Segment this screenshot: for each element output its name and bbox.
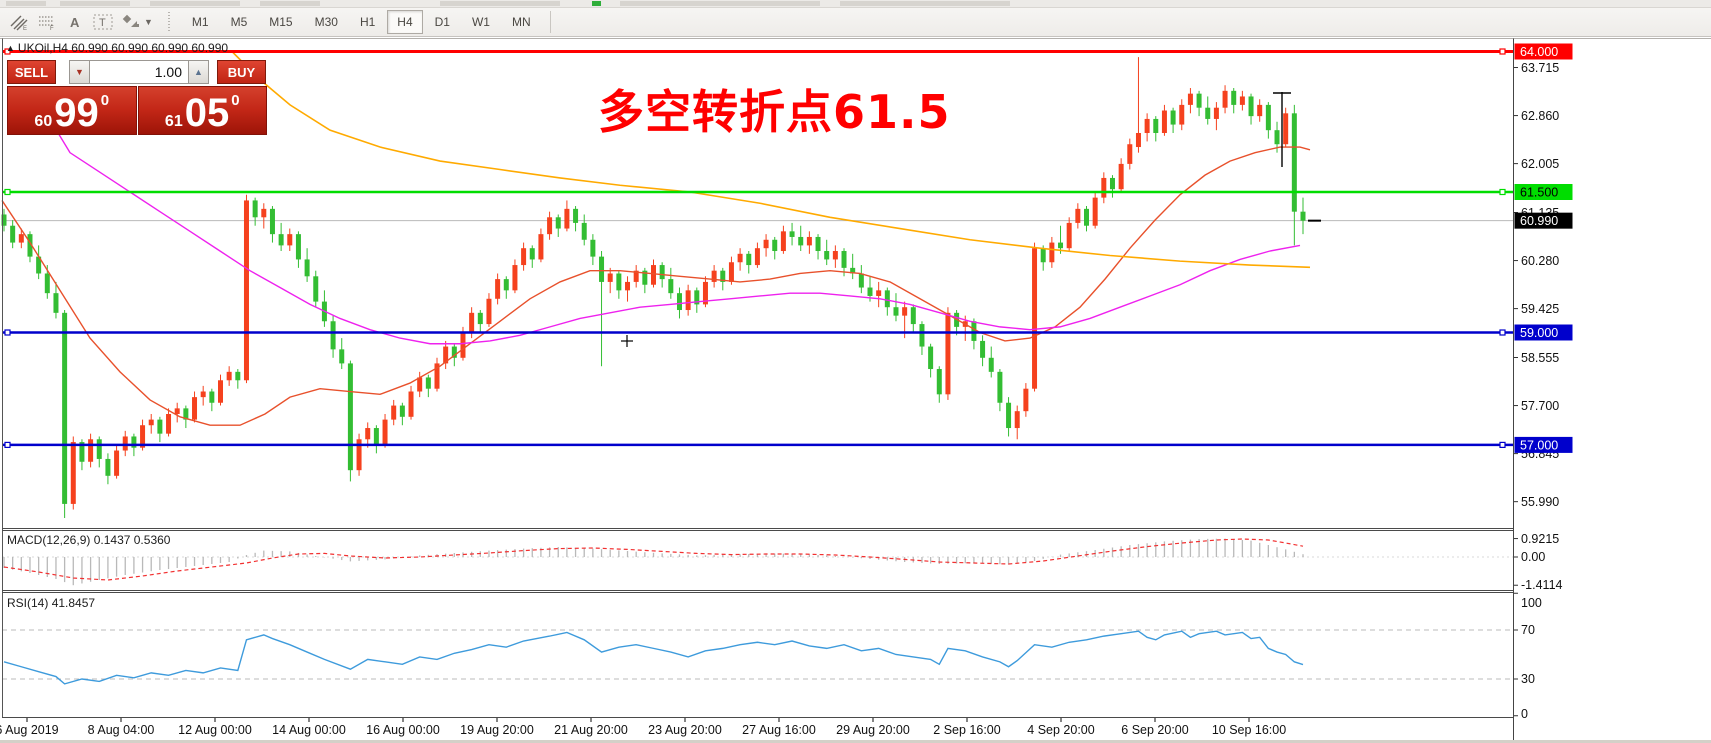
svg-text:0: 0 <box>1521 707 1528 721</box>
tf-button-m30[interactable]: M30 <box>314 15 338 29</box>
tf-button-h4[interactable]: H4 <box>387 10 423 34</box>
buy-button[interactable]: BUY <box>217 60 266 84</box>
macd-pane[interactable] <box>2 538 1513 586</box>
partial-icon-strip <box>440 1 560 6</box>
sell-price-fraction: 0 <box>100 92 110 109</box>
buy-price-whole: 61 <box>164 113 183 130</box>
svg-text:64.000: 64.000 <box>1520 45 1558 59</box>
tf-button-w1[interactable]: W1 <box>471 15 490 29</box>
channel-tool-icon[interactable]: E <box>6 10 32 34</box>
buy-price-pips: 05 <box>184 91 230 136</box>
svg-text:4 Sep 20:00: 4 Sep 20:00 <box>1027 723 1094 737</box>
toolbar-separator <box>549 11 551 33</box>
svg-text:19 Aug 20:00: 19 Aug 20:00 <box>460 723 534 737</box>
svg-text:58.555: 58.555 <box>1521 351 1559 365</box>
toolbar-drag-handle[interactable] <box>166 12 173 32</box>
svg-text:57.700: 57.700 <box>1521 399 1559 413</box>
fibonacci-tool-icon[interactable]: F <box>34 10 60 34</box>
partial-icon-strip <box>840 1 1010 6</box>
tf-button-mn[interactable]: MN <box>511 15 531 29</box>
svg-text:0.00: 0.00 <box>1521 550 1545 564</box>
svg-text:62.860: 62.860 <box>1521 109 1559 123</box>
partial-buy-icon <box>592 1 601 6</box>
svg-text:70: 70 <box>1521 623 1535 637</box>
svg-text:27 Aug 16:00: 27 Aug 16:00 <box>742 723 816 737</box>
svg-text:30: 30 <box>1521 672 1535 686</box>
tf-button-m15[interactable]: M15 <box>269 15 293 29</box>
sell-price-display[interactable]: 60 99 0 <box>7 86 137 135</box>
rsi-pane[interactable] <box>2 629 1513 685</box>
svg-text:E: E <box>23 26 27 31</box>
price-axis[interactable]: 63.71562.86062.00561.13560.28059.42558.5… <box>1513 43 1573 722</box>
svg-text:-1.4114: -1.4114 <box>1521 578 1563 592</box>
partial-icon-strip <box>150 1 240 6</box>
partial-icon-strip <box>6 1 46 6</box>
sell-price-pips: 99 <box>54 91 99 136</box>
svg-text:55.990: 55.990 <box>1521 495 1559 509</box>
one-click-trading-panel: SELL ▼ ▲ BUY 60 99 0 61 05 0 <box>7 60 267 135</box>
text-tool-icon[interactable]: A <box>62 10 88 34</box>
svg-text:59.000: 59.000 <box>1520 326 1558 340</box>
svg-text:A: A <box>70 15 80 30</box>
sell-price-whole: 60 <box>34 113 53 130</box>
svg-text:23 Aug 20:00: 23 Aug 20:00 <box>648 723 722 737</box>
svg-text:12 Aug 00:00: 12 Aug 00:00 <box>178 723 252 737</box>
toolbar-row-partial <box>0 0 1711 8</box>
shapes-tool-icon[interactable] <box>118 10 144 34</box>
window-bottom-edge <box>0 740 1711 743</box>
svg-text:60.990: 60.990 <box>1520 214 1558 228</box>
macd-title: MACD(12,26,9) <box>7 533 91 547</box>
pane-frames <box>0 38 1711 741</box>
volume-decrease-button[interactable]: ▼ <box>69 60 90 84</box>
volume-increase-button[interactable]: ▲ <box>188 60 209 84</box>
macd-values: 0.1437 0.5360 <box>93 533 171 547</box>
shapes-dropdown-caret[interactable]: ▼ <box>144 17 153 27</box>
svg-text:59.425: 59.425 <box>1521 302 1559 316</box>
chart-toolbar: E F A T ▼ M1 M5 M15 M30 H1 H4 D1 W1 MN <box>0 8 1711 37</box>
svg-text:F: F <box>50 26 54 31</box>
svg-text:0.9215: 0.9215 <box>1521 532 1559 546</box>
buy-price-display[interactable]: 61 05 0 <box>137 86 267 136</box>
partial-icon-strip <box>60 1 130 6</box>
svg-text:57.000: 57.000 <box>1520 438 1558 452</box>
text-label-tool-icon[interactable]: T <box>90 10 116 34</box>
tf-button-m5[interactable]: M5 <box>230 15 248 29</box>
svg-text:10 Sep 16:00: 10 Sep 16:00 <box>1212 723 1286 737</box>
partial-icon-strip <box>260 1 320 6</box>
symbol-title: ▲ UKOil,H4 60.990 60.990 60.990 60.990 <box>6 41 229 55</box>
timeframe-toolbar: M1 M5 M15 M30 H1 H4 D1 W1 MN <box>181 10 542 34</box>
svg-text:61.500: 61.500 <box>1520 186 1558 200</box>
svg-text:14 Aug 00:00: 14 Aug 00:00 <box>272 723 346 737</box>
buy-price-fraction: 0 <box>231 92 240 109</box>
tf-button-h1[interactable]: H1 <box>359 15 376 29</box>
tf-button-m1[interactable]: M1 <box>191 15 209 29</box>
rsi-value: 41.8457 <box>51 596 96 610</box>
svg-text:6 Sep 20:00: 6 Sep 20:00 <box>1121 723 1188 737</box>
svg-text:16 Aug 00:00: 16 Aug 00:00 <box>366 723 440 737</box>
rsi-label: RSI(14) 41.8457 <box>7 596 95 610</box>
svg-text:8 Aug 04:00: 8 Aug 04:00 <box>88 723 155 737</box>
svg-text:29 Aug 20:00: 29 Aug 20:00 <box>836 723 910 737</box>
tf-button-d1[interactable]: D1 <box>434 15 450 29</box>
svg-text:100: 100 <box>1521 596 1542 610</box>
svg-text:6 Aug 2019: 6 Aug 2019 <box>0 723 59 737</box>
time-axis[interactable]: 6 Aug 2019 8 Aug 04:00 12 Aug 00:00 14 Aug … <box>0 718 1286 737</box>
collapse-triangle-icon[interactable]: ▲ <box>6 43 15 53</box>
sell-button[interactable]: SELL <box>7 60 56 84</box>
svg-text:63.715: 63.715 <box>1521 61 1559 75</box>
svg-text:2 Sep 16:00: 2 Sep 16:00 <box>933 723 1000 737</box>
macd-label: MACD(12,26,9) 0.1437 0.5360 <box>7 533 170 547</box>
main-pane[interactable] <box>1 48 1514 518</box>
annotation-text: 多空转折点61.5 <box>598 85 951 139</box>
rsi-title: RSI(14) <box>7 596 49 610</box>
chart-canvas[interactable]: 63.71562.86062.00561.13560.28059.42558.5… <box>0 38 1711 743</box>
svg-text:62.005: 62.005 <box>1521 157 1559 171</box>
partial-icon-strip <box>620 1 820 6</box>
svg-text:60.280: 60.280 <box>1521 254 1559 268</box>
volume-input[interactable] <box>90 60 188 84</box>
svg-text:T: T <box>99 17 106 29</box>
svg-text:21 Aug 20:00: 21 Aug 20:00 <box>554 723 628 737</box>
